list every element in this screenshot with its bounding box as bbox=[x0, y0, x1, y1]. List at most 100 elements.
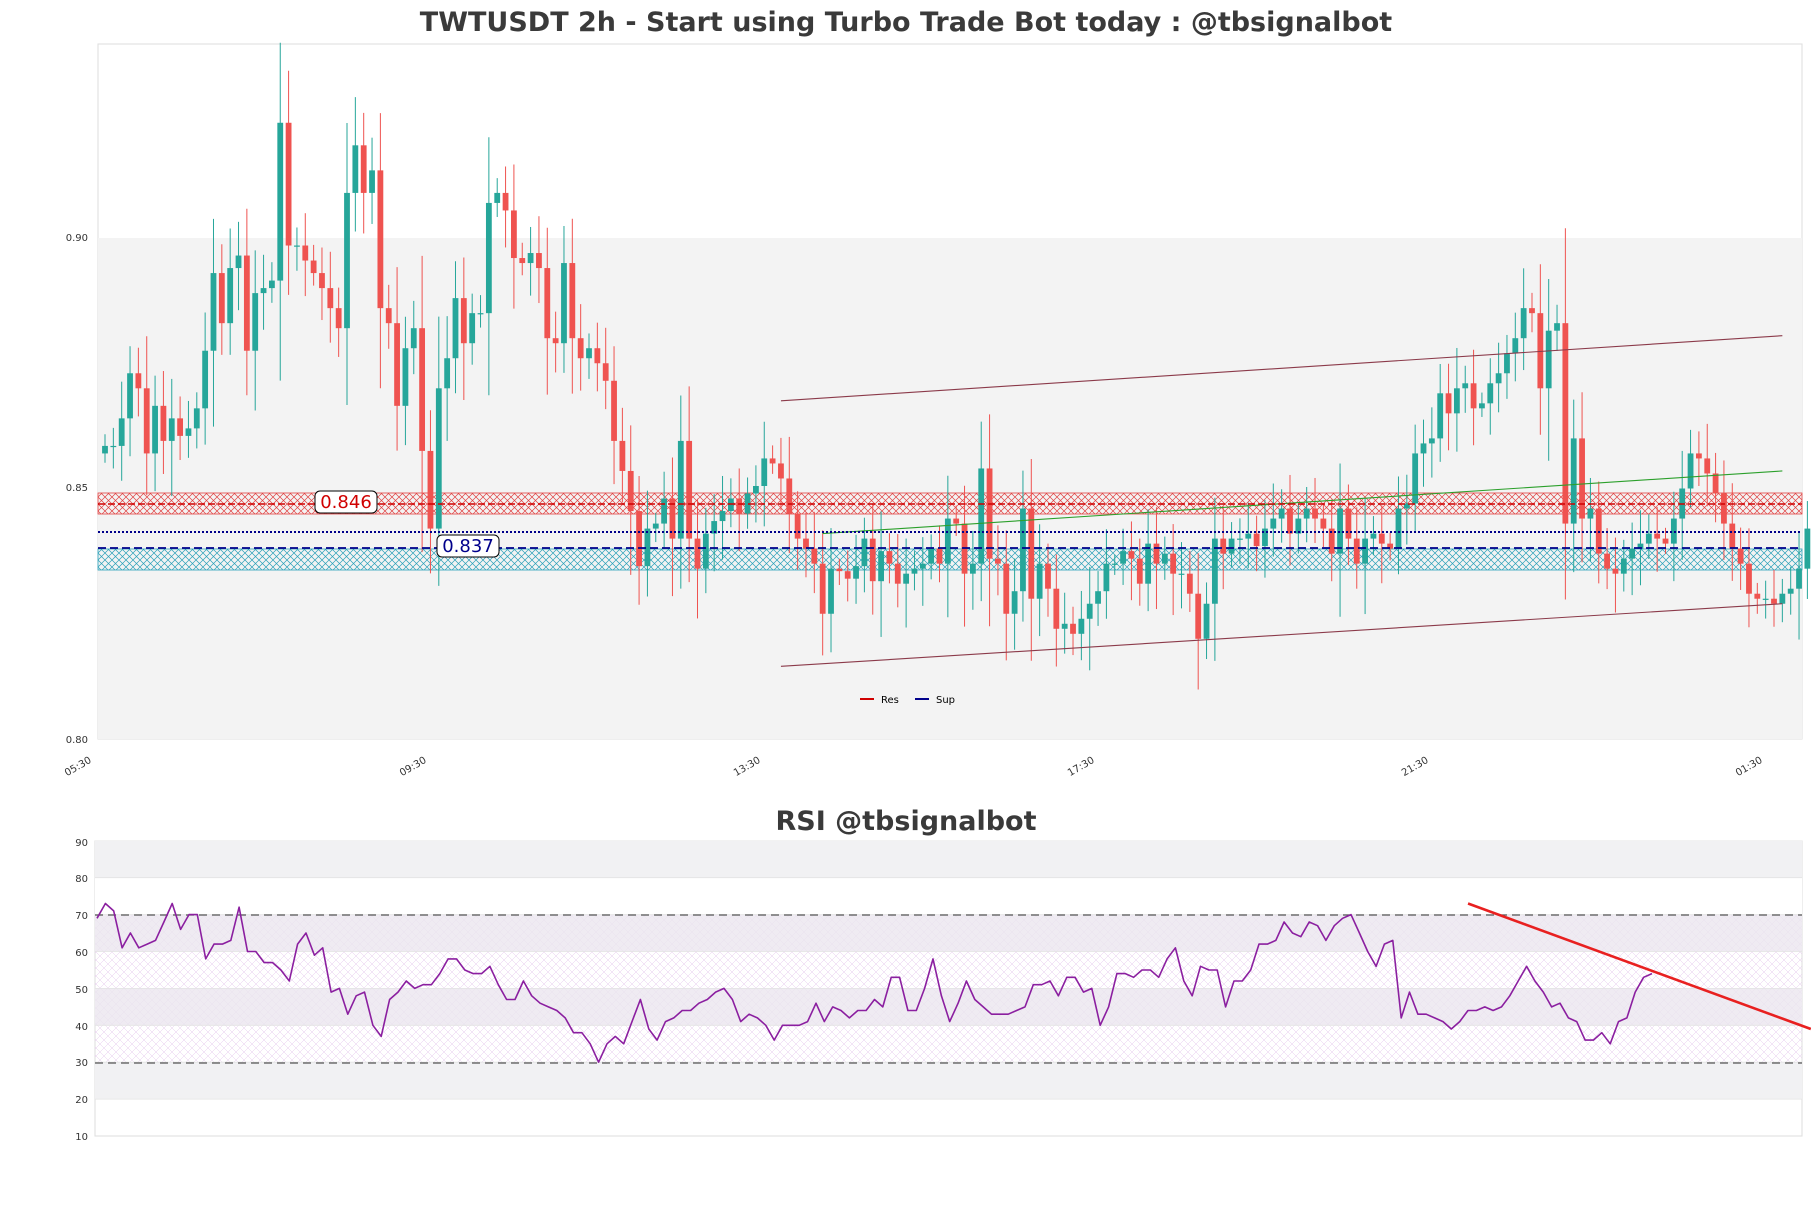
price-x-ticks: 05:30 09:30 13:30 17:30 21:30 01:30 bbox=[63, 755, 1764, 779]
candle-body bbox=[1512, 338, 1519, 354]
candle-body bbox=[1545, 330, 1552, 389]
rsi-y-ticks: 10 20 30 40 50 60 70 80 90 bbox=[75, 838, 88, 1143]
candle-body bbox=[602, 363, 609, 381]
candle-body bbox=[485, 202, 492, 314]
candle-body bbox=[1629, 548, 1636, 559]
rsi-band-hatch bbox=[95, 951, 1802, 989]
candle-body bbox=[519, 258, 526, 264]
candle-body bbox=[769, 458, 776, 464]
rsi-trend-line bbox=[1467, 902, 1811, 1031]
candle-body bbox=[636, 511, 642, 567]
rsi-y-tick-label: 60 bbox=[75, 948, 88, 959]
price-chart-title: TWTUSDT 2h - Start using Turbo Trade Bot… bbox=[420, 7, 1392, 38]
candle-body bbox=[1762, 598, 1769, 600]
candle-body bbox=[152, 405, 158, 454]
candle-body bbox=[310, 260, 317, 274]
channel-lower-line bbox=[780, 603, 1783, 667]
candle-body bbox=[978, 468, 985, 564]
price-legend: Res Sup bbox=[860, 695, 955, 706]
candle-body bbox=[1078, 618, 1085, 634]
candle-body bbox=[995, 558, 1001, 564]
candle-body bbox=[1787, 588, 1794, 594]
x-tick-label: 05:30 bbox=[63, 755, 93, 779]
candle-body bbox=[1036, 563, 1043, 599]
candle-body bbox=[1412, 453, 1419, 504]
candle-body bbox=[1278, 508, 1285, 519]
candle-body bbox=[1103, 563, 1110, 592]
candle-body bbox=[552, 338, 559, 344]
rsi-y-tick-label: 30 bbox=[75, 1058, 88, 1069]
candle-body bbox=[1729, 523, 1736, 549]
candle-body bbox=[1303, 508, 1310, 519]
candle-body bbox=[1587, 508, 1594, 519]
candle-body bbox=[1462, 383, 1469, 389]
candle-body bbox=[1796, 568, 1802, 589]
candle-body bbox=[527, 253, 534, 264]
candle-body bbox=[1178, 573, 1185, 575]
legend-res-label: Res bbox=[881, 695, 899, 706]
candle-body bbox=[1754, 593, 1761, 599]
candle-body bbox=[869, 538, 876, 582]
support-tag-box bbox=[436, 534, 500, 558]
candle-body bbox=[936, 548, 943, 564]
candle-body bbox=[143, 388, 150, 454]
rsi-line bbox=[96, 902, 1653, 1063]
support-level-tag: 0.837 bbox=[436, 534, 500, 558]
price-y-ticks: 0.80 0.85 0.90 bbox=[66, 233, 88, 746]
candle-body bbox=[302, 245, 309, 261]
rsi-band bbox=[95, 877, 1802, 915]
candle-body bbox=[669, 498, 676, 539]
candle-body bbox=[1128, 551, 1135, 559]
candle-body bbox=[1395, 508, 1402, 549]
candle-body bbox=[1704, 458, 1711, 474]
candle-body bbox=[1095, 591, 1101, 604]
candle-body bbox=[1737, 548, 1744, 564]
candle-body bbox=[277, 122, 284, 281]
candle-body bbox=[1437, 393, 1444, 439]
rsi-chart-title: RSI @tbsignalbot bbox=[775, 806, 1036, 837]
candle-body bbox=[861, 538, 868, 567]
candle-body bbox=[803, 538, 809, 549]
candle-body bbox=[594, 348, 601, 364]
candle-body bbox=[853, 566, 859, 579]
candle-body bbox=[878, 551, 884, 582]
y-tick-label: 0.80 bbox=[66, 735, 88, 746]
candle-body bbox=[202, 350, 209, 409]
candle-body bbox=[444, 358, 451, 389]
x-tick-label: 13:30 bbox=[732, 755, 762, 779]
candle-body bbox=[410, 328, 417, 349]
candle-body bbox=[953, 518, 960, 524]
candle-body bbox=[160, 405, 167, 441]
candle-body bbox=[502, 192, 509, 211]
candle-body bbox=[569, 263, 576, 339]
rsi-y-tick-label: 90 bbox=[75, 838, 88, 849]
candle-body bbox=[227, 268, 234, 324]
candle-body bbox=[644, 528, 651, 567]
candle-body bbox=[1153, 543, 1160, 564]
candle-body bbox=[427, 450, 434, 529]
candle-body bbox=[1579, 438, 1585, 519]
candle-body bbox=[127, 373, 133, 419]
channel-upper-line bbox=[780, 335, 1783, 402]
candle-body bbox=[1211, 538, 1218, 604]
candle-body bbox=[1061, 623, 1068, 629]
candle-body bbox=[1746, 563, 1752, 594]
candle-body bbox=[1721, 493, 1727, 524]
rsi-y-tick-label: 10 bbox=[75, 1132, 88, 1143]
x-tick-label: 17:30 bbox=[1066, 755, 1096, 779]
candle-body bbox=[919, 563, 926, 569]
candle-body bbox=[1136, 558, 1143, 584]
candle-body bbox=[252, 293, 259, 351]
candle-body bbox=[794, 513, 801, 539]
candle-body bbox=[761, 458, 768, 486]
candle-body bbox=[786, 478, 793, 514]
candle-body bbox=[736, 498, 743, 514]
candle-body bbox=[327, 288, 334, 309]
candle-body bbox=[1070, 623, 1076, 634]
candle-body bbox=[811, 548, 818, 564]
candle-body bbox=[377, 170, 384, 309]
candle-body bbox=[611, 380, 617, 441]
candle-body bbox=[1111, 563, 1118, 565]
candle-body bbox=[1445, 393, 1452, 414]
